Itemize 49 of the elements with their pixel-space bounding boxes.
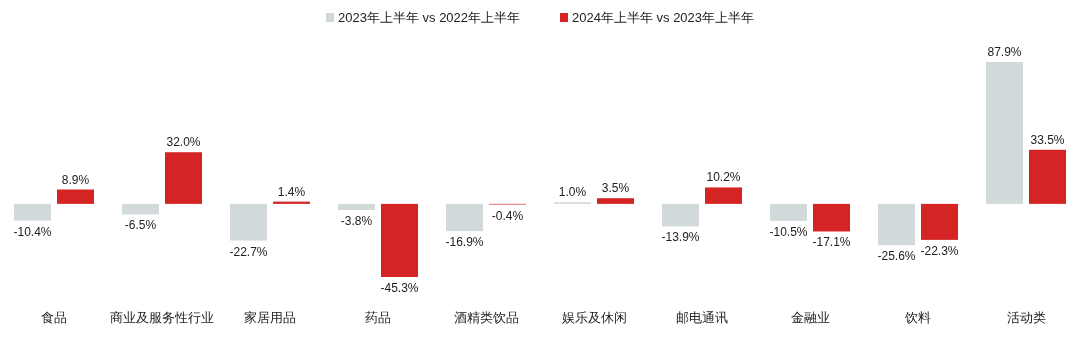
data-label: -13.9% xyxy=(661,230,700,245)
data-label: -10.5% xyxy=(769,224,808,239)
data-label: 3.5% xyxy=(601,181,630,196)
data-label: 1.0% xyxy=(558,185,587,200)
data-label: 87.9% xyxy=(987,45,1022,59)
x-tick-label: 邮电通讯 xyxy=(676,310,728,325)
bar xyxy=(338,203,375,211)
bar xyxy=(878,203,915,246)
bar xyxy=(381,203,418,277)
bar xyxy=(770,203,807,221)
data-label: -3.8% xyxy=(340,214,373,229)
data-label: -22.3% xyxy=(920,243,959,258)
bar xyxy=(705,187,742,204)
bar xyxy=(921,203,958,240)
x-tick-label: 活动类 xyxy=(1006,310,1046,325)
x-tick-label: 酒精类饮品 xyxy=(453,310,519,325)
bar xyxy=(165,152,202,204)
data-label: -45.3% xyxy=(380,281,419,295)
legend-label: 2024年上半年 vs 2023年上半年 xyxy=(572,10,755,25)
bar xyxy=(446,203,483,232)
data-label: 1.4% xyxy=(277,184,306,199)
data-label: 33.5% xyxy=(1030,132,1065,147)
data-label: -6.5% xyxy=(124,218,157,233)
bar xyxy=(1029,149,1066,204)
bar xyxy=(813,203,850,232)
data-label: 32.0% xyxy=(166,135,201,150)
data-label: -17.1% xyxy=(812,235,851,250)
data-label: -10.4% xyxy=(13,224,52,239)
legend-label: 2023年上半年 vs 2022年上半年 xyxy=(338,10,521,25)
x-tick-label: 娱乐及休闲 xyxy=(561,310,627,325)
bar xyxy=(662,203,699,227)
bar xyxy=(122,203,159,215)
data-label: -16.9% xyxy=(445,235,484,250)
bar xyxy=(986,62,1023,204)
data-label: -25.6% xyxy=(877,249,916,264)
data-label: -0.4% xyxy=(491,208,524,223)
x-tick-label: 饮料 xyxy=(904,310,931,325)
x-tick-label: 商业及服务性行业 xyxy=(110,310,214,325)
bar xyxy=(14,203,51,221)
x-tick-label: 金融业 xyxy=(790,310,830,325)
x-tick-label: 药品 xyxy=(365,310,391,325)
x-tick-label: 食品 xyxy=(41,310,67,325)
data-label: 8.9% xyxy=(61,172,90,187)
bar xyxy=(597,198,634,204)
x-tick-label: 家居用品 xyxy=(244,310,296,325)
bar xyxy=(230,203,267,241)
data-label: -22.7% xyxy=(229,244,268,259)
data-label: 10.2% xyxy=(706,170,741,185)
bar xyxy=(57,189,94,204)
